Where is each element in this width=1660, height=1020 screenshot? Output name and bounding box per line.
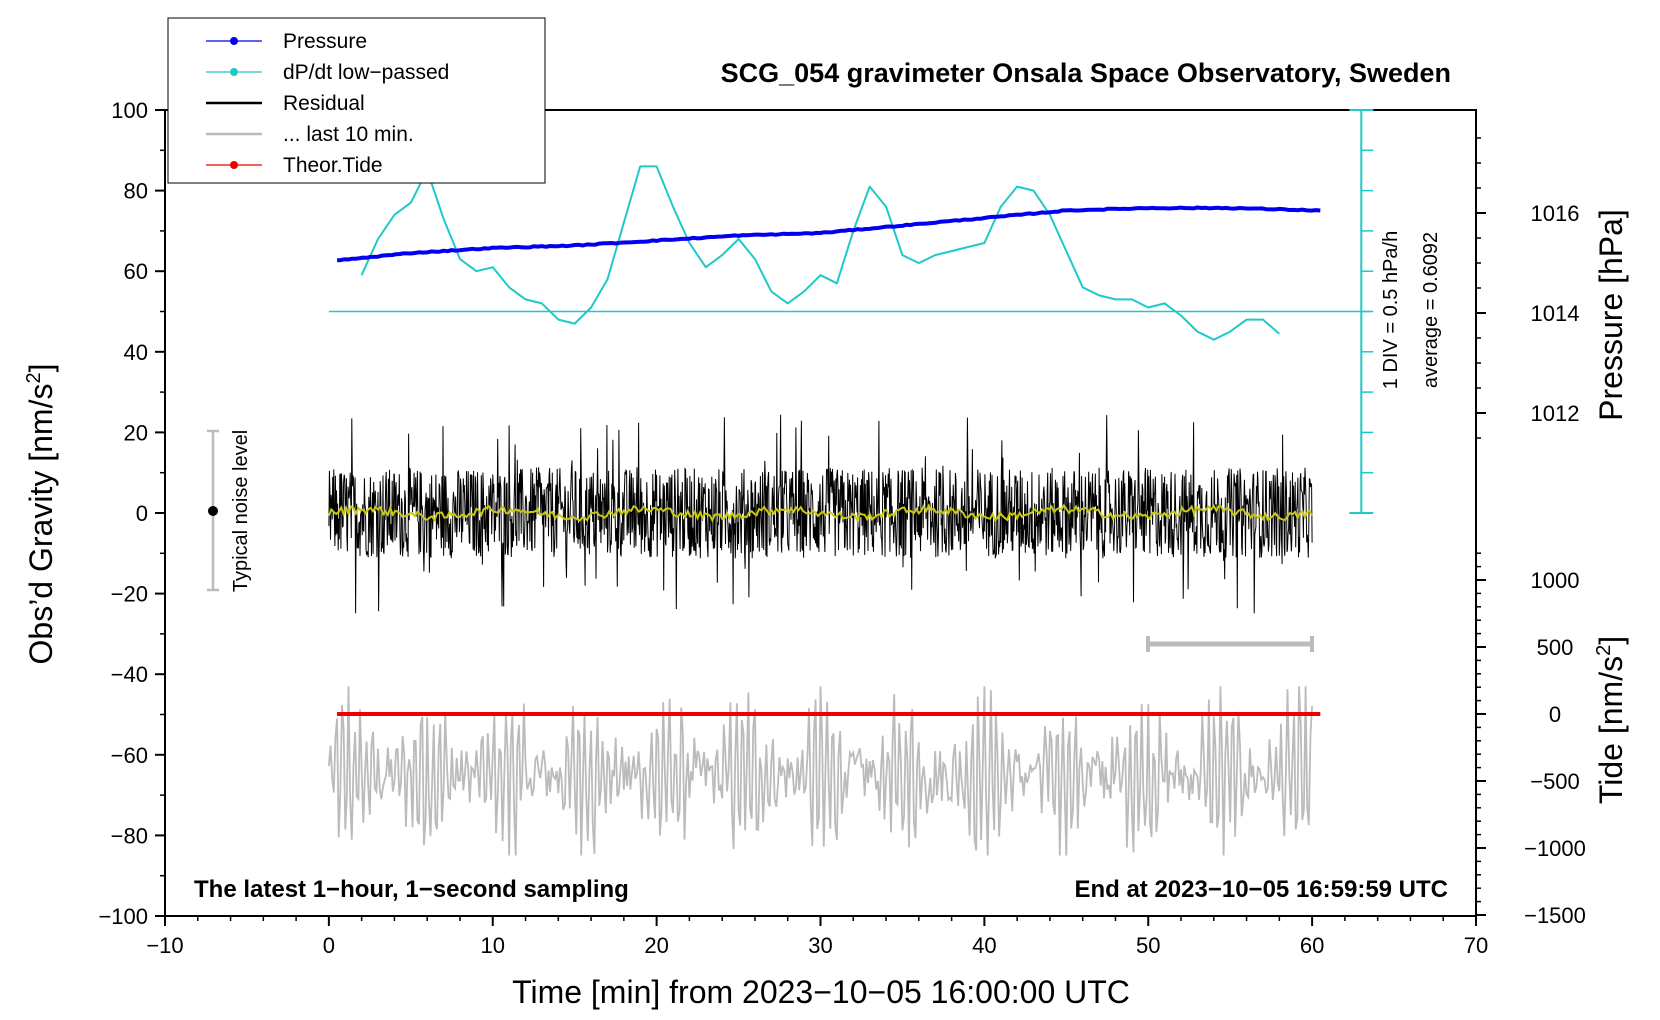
series-pressure xyxy=(337,205,1321,263)
y-axis-left-title-main: Obs’d Gravity [nm/s xyxy=(23,384,59,665)
legend-label: Theor.Tide xyxy=(283,154,383,177)
tide-tick-label: −500 xyxy=(1530,769,1580,794)
tide-tick-label: 0 xyxy=(1549,702,1561,727)
pressure-tick-label: 1014 xyxy=(1531,301,1580,326)
pressure-tick-label: 1016 xyxy=(1531,201,1580,226)
y-tick-label: −20 xyxy=(111,582,148,607)
chart-title: SCG_054 gravimeter Onsala Space Observat… xyxy=(721,58,1451,88)
legend-swatch-marker xyxy=(230,161,238,169)
y-tick-label: 20 xyxy=(124,420,148,445)
y-axis-left-title-close: ] xyxy=(23,364,59,373)
series-last-10-min xyxy=(328,686,1313,856)
annotation-sampling: The latest 1−hour, 1−second sampling xyxy=(194,876,629,903)
y-tick-label: 100 xyxy=(111,98,148,123)
y-tick-label: −100 xyxy=(98,904,148,929)
x-tick-label: 70 xyxy=(1464,933,1488,958)
y-axis-tide-title-close: ] xyxy=(1593,636,1629,645)
legend-swatch-marker xyxy=(230,68,238,76)
x-tick-label: 10 xyxy=(481,933,505,958)
x-tick-label: −10 xyxy=(146,933,183,958)
x-tick-label: 30 xyxy=(808,933,832,958)
x-tick-label: 40 xyxy=(972,933,996,958)
pressure-tick-label: 1012 xyxy=(1531,401,1580,426)
y-axis-pressure: 1012 1014 1016 xyxy=(1476,137,1580,439)
y-axis-tide: −1500 −1000 −500 0 500 1000 xyxy=(1476,552,1586,928)
legend-label: dP/dt low−passed xyxy=(283,61,449,84)
x-axis-title: Time [min] from 2023−10−05 16:00:00 UTC xyxy=(512,974,1130,1010)
y-axis-tide-title: Tide [nm/s2] xyxy=(1593,636,1629,804)
ten-minute-scale-bar xyxy=(1146,636,1314,652)
legend: Pressure dP/dt low−passed Residual ... last… xyxy=(167,17,546,184)
y-tick-label: −60 xyxy=(111,743,148,768)
x-tick-label: 60 xyxy=(1300,933,1324,958)
y-tick-label: 40 xyxy=(124,340,148,365)
tide-tick-label: −1000 xyxy=(1524,836,1586,861)
series-layer xyxy=(327,165,1370,856)
y-axis-left: −100 −80 −60 −40 −20 0 20 40 60 80 100 xyxy=(98,98,165,929)
legend-label: ... last 10 min. xyxy=(283,123,414,146)
y-axis-pressure-title: Pressure [hPa] xyxy=(1593,209,1629,421)
x-tick-label: 50 xyxy=(1136,933,1160,958)
x-axis: −10 0 10 20 30 40 50 60 70 xyxy=(146,916,1488,958)
y-tick-label: 60 xyxy=(124,259,148,284)
noise-level-indicator: Typical noise level xyxy=(207,429,252,592)
tide-tick-label: 1000 xyxy=(1531,568,1580,593)
series-dpdt xyxy=(360,165,1280,341)
x-tick-label: 0 xyxy=(323,933,335,958)
y-axis-left-title: Obs’d Gravity [nm/s2] xyxy=(23,364,59,665)
x-tick-label: 20 xyxy=(644,933,668,958)
annotation-end-time: End at 2023−10−05 16:59:59 UTC xyxy=(1074,876,1448,903)
legend-label: Residual xyxy=(283,92,365,115)
legend-label: Pressure xyxy=(283,30,367,53)
y-tick-label: −40 xyxy=(111,662,148,687)
y-axis-tide-title-sup: 2 xyxy=(1593,645,1615,656)
series-residual-smoothed xyxy=(327,503,1313,523)
tide-tick-label: 500 xyxy=(1537,635,1574,660)
dpdt-average-label: average = 0.6092 xyxy=(1420,232,1442,388)
dpdt-scale-label: 1 DIV = 0.5 hPa/h xyxy=(1380,231,1402,389)
y-tick-label: 0 xyxy=(136,501,148,526)
y-tick-label: −80 xyxy=(111,823,148,848)
y-tick-label: 80 xyxy=(124,179,148,204)
noise-label: Typical noise level xyxy=(230,430,252,592)
noise-bar-dot xyxy=(208,506,218,516)
legend-swatch-marker xyxy=(230,37,238,45)
legend-box xyxy=(167,17,546,184)
y-axis-left-title-sup: 2 xyxy=(23,372,45,383)
y-axis-tide-title-main: Tide [nm/s xyxy=(1593,656,1629,804)
tide-tick-label: −1500 xyxy=(1524,903,1586,928)
